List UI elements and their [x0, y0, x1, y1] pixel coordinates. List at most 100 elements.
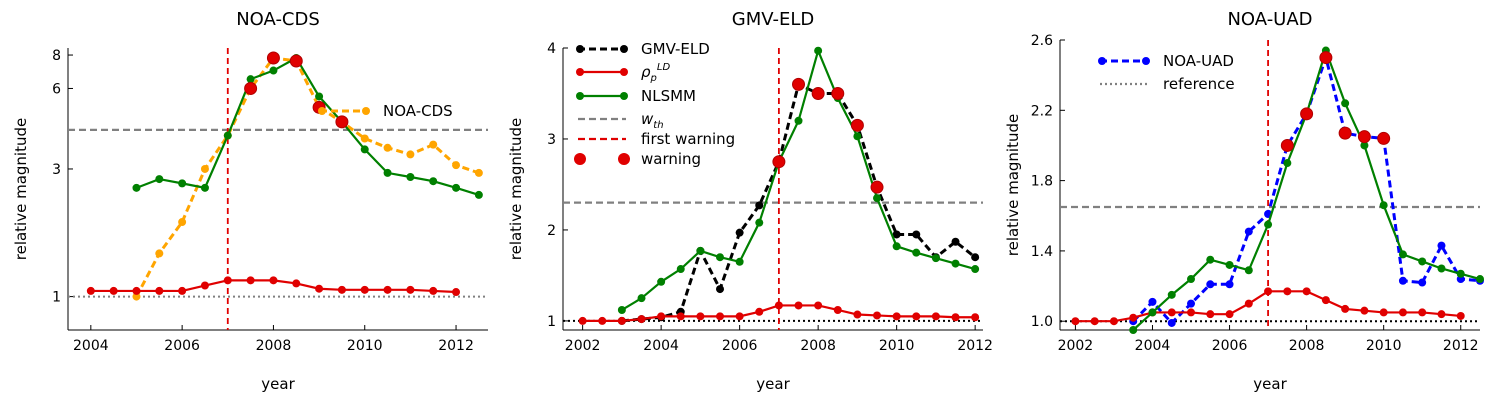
data-point	[873, 311, 882, 320]
warning-point	[831, 86, 845, 100]
x-axis-label: year	[261, 375, 295, 393]
data-point	[429, 177, 438, 186]
data-point	[1167, 318, 1176, 327]
warning-point	[289, 54, 303, 68]
data-point	[1437, 241, 1446, 250]
x-tick-label: 2006	[722, 338, 758, 354]
series-line	[135, 56, 480, 298]
data-point	[406, 172, 415, 181]
data-point	[676, 265, 685, 274]
x-tick-label: 2012	[957, 338, 993, 354]
data-point	[1283, 287, 1292, 296]
data-point	[814, 46, 823, 55]
data-point	[892, 312, 901, 321]
data-point	[178, 179, 187, 188]
legend-marker	[576, 45, 584, 53]
chart-title: NOA-UAD	[1227, 9, 1312, 30]
y-tick-label: 8	[52, 48, 61, 64]
data-point	[1456, 269, 1465, 278]
legend-marker	[1098, 57, 1106, 65]
data-point	[657, 312, 666, 321]
warning-point	[870, 180, 884, 194]
warning-point	[1280, 138, 1294, 152]
y-tick-label: 1.4	[1031, 244, 1053, 260]
data-point	[1244, 299, 1253, 308]
warning-point	[266, 51, 280, 65]
data-point	[598, 316, 607, 325]
y-tick-label: 3	[52, 162, 61, 178]
data-point	[474, 168, 483, 177]
data-point	[383, 285, 392, 294]
legend-marker	[318, 107, 326, 115]
x-axis-label: year	[756, 375, 790, 393]
legend-marker	[620, 45, 628, 53]
y-tick-label: 1	[52, 290, 61, 306]
data-point	[1148, 297, 1157, 306]
legend-label: wth	[641, 110, 664, 131]
legend-label: NLSMM	[641, 87, 696, 105]
data-point	[223, 276, 232, 285]
x-axis-label: year	[1253, 375, 1287, 393]
data-point	[315, 284, 324, 293]
data-point	[1244, 266, 1253, 275]
y-tick-label: 1.0	[1031, 314, 1053, 330]
warning-point	[244, 81, 258, 95]
data-point	[1225, 310, 1234, 319]
data-point	[1418, 308, 1427, 317]
data-point	[716, 312, 725, 321]
chart-panel-3: NOA-UAD 2002 2004 2006 2008 2010 2012 1.0 1.4 1.8…	[1004, 9, 1484, 393]
data-point	[578, 316, 587, 325]
data-point	[1379, 201, 1388, 210]
data-point	[1225, 260, 1234, 269]
y-tick-label: 2.6	[1031, 33, 1053, 49]
data-point	[971, 253, 980, 262]
data-point	[223, 131, 232, 140]
data-point	[1437, 310, 1446, 319]
data-point	[735, 257, 744, 266]
data-point	[292, 279, 301, 288]
data-point	[1264, 220, 1273, 229]
data-point	[1129, 326, 1138, 334]
data-point	[452, 288, 461, 297]
legend-marker	[574, 153, 586, 165]
warning-point	[772, 155, 786, 169]
data-point	[1321, 296, 1330, 305]
warning-point	[850, 118, 864, 132]
y-axis-label: relative magnitude	[12, 118, 30, 261]
y-axis-label: relative magnitude	[507, 118, 525, 261]
y-tick-label: 3	[547, 132, 556, 148]
data-point	[892, 242, 901, 251]
data-point	[873, 194, 882, 203]
data-point	[178, 286, 187, 295]
data-point	[971, 265, 980, 274]
data-point	[755, 307, 764, 316]
y-axis-label: relative magnitude	[1004, 114, 1022, 257]
data-point	[315, 92, 324, 101]
data-point	[1398, 308, 1407, 317]
warning-markers	[772, 77, 884, 194]
legend-marker	[576, 92, 584, 100]
data-point	[337, 285, 346, 294]
data-point	[1398, 250, 1407, 259]
data-point	[657, 277, 666, 286]
data-point	[951, 259, 960, 268]
data-point	[735, 312, 744, 321]
data-point	[1187, 308, 1196, 317]
data-point	[755, 201, 764, 210]
legend-marker	[618, 153, 630, 165]
data-point	[912, 312, 921, 321]
chart-panel-2: GMV-ELD 2002 2004 2006 2008 2010 2012 1 2 3 4 year r…	[507, 9, 993, 393]
data-point	[269, 276, 278, 285]
series-2	[1071, 287, 1465, 326]
legend-marker	[576, 68, 584, 76]
data-point	[971, 313, 980, 322]
data-point	[617, 305, 626, 314]
data-point	[637, 315, 646, 324]
data-point	[200, 164, 209, 173]
legend-marker	[1142, 57, 1150, 65]
legend-label: GMV-ELD	[641, 40, 710, 58]
y-tick-label: 1.8	[1031, 174, 1053, 190]
data-point	[86, 286, 95, 295]
